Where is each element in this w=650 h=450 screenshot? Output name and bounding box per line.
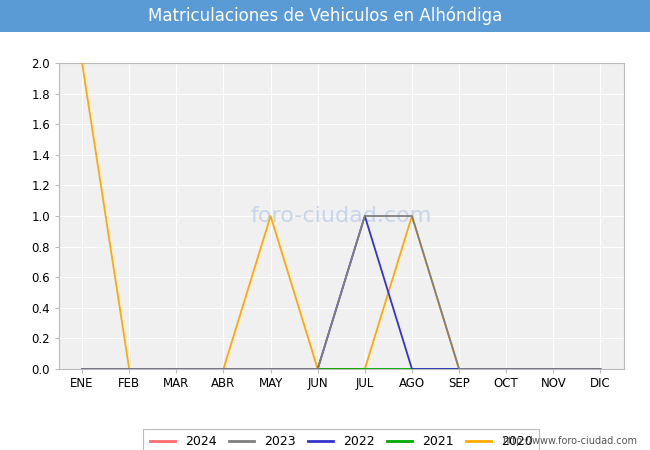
- Text: foro-ciudad.com: foro-ciudad.com: [250, 206, 432, 226]
- Text: Matriculaciones de Vehiculos en Alhóndiga: Matriculaciones de Vehiculos en Alhóndig…: [148, 6, 502, 25]
- Text: http://www.foro-ciudad.com: http://www.foro-ciudad.com: [502, 436, 637, 446]
- Legend: 2024, 2023, 2022, 2021, 2020: 2024, 2023, 2022, 2021, 2020: [144, 429, 539, 450]
